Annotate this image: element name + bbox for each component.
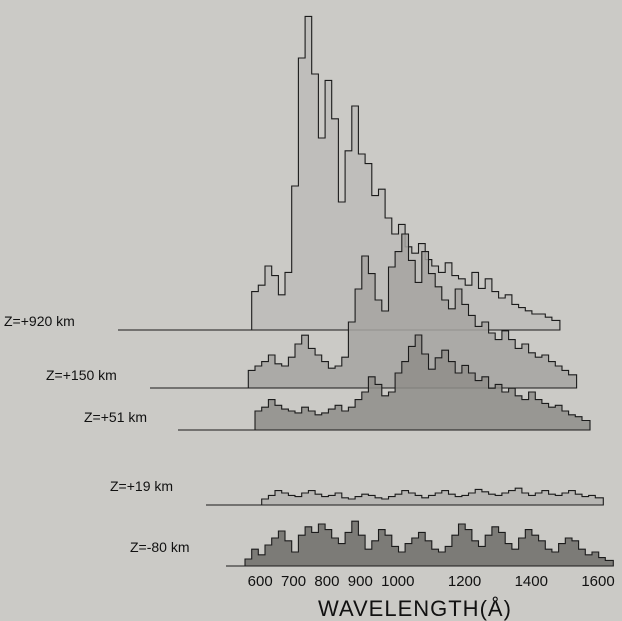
x-tick-label: 1000 xyxy=(381,573,414,590)
series-1-area xyxy=(166,233,578,389)
series-layer xyxy=(118,15,614,567)
label-layer: Z=+920 km Z=+150 km Z=+51 km Z=+19 km Z=-80 … xyxy=(4,313,190,555)
x-tick-label: 1400 xyxy=(515,573,548,590)
x-tick-label: 900 xyxy=(348,573,373,590)
x-axis: 600 700 800 900 1000 1200 1400 1600 xyxy=(248,573,615,590)
series-3-area xyxy=(222,487,604,506)
x-tick-label: 800 xyxy=(314,573,339,590)
series-label: Z=+51 km xyxy=(84,409,147,425)
series-label: Z=+19 km xyxy=(110,478,173,494)
x-tick-label: 1200 xyxy=(448,573,481,590)
series-label: Z=-80 km xyxy=(130,539,190,555)
x-tick-label: 600 xyxy=(248,573,273,590)
series-0-area xyxy=(156,15,561,331)
x-tick-label: 1600 xyxy=(581,573,614,590)
x-tick-label: 700 xyxy=(281,573,306,590)
series-2-area xyxy=(188,334,591,431)
x-axis-title: WAVELENGTH(Å) xyxy=(318,596,512,621)
series-label: Z=+150 km xyxy=(46,367,117,383)
series-label: Z=+920 km xyxy=(4,313,75,329)
series-4-area xyxy=(244,520,614,567)
